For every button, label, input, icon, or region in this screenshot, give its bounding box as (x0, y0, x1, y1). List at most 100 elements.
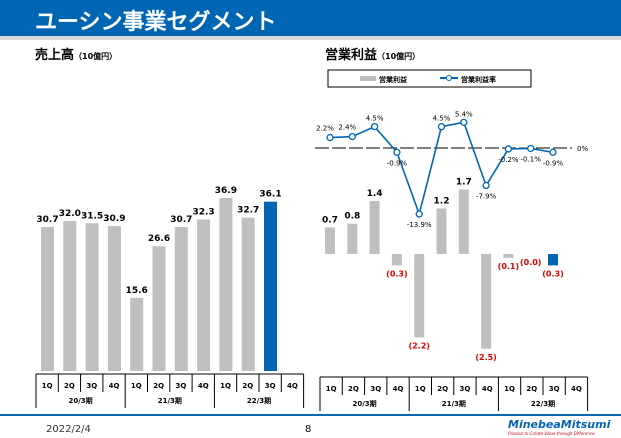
page-title: ユーシン事業セグメント (35, 10, 277, 35)
profit-bar (325, 227, 335, 254)
quarter-label: 3Q (460, 385, 471, 393)
period-label: 20/3期 (69, 396, 93, 405)
profit-data-label: (0.0) (520, 258, 541, 267)
profit-bar (436, 208, 447, 254)
profit-unit: （10億円） (377, 52, 421, 61)
sales-title: 売上高 (35, 48, 75, 63)
profit-chart-title: 営業利益（10億円） (325, 44, 420, 63)
sales-data-label: 31.5 (81, 211, 103, 221)
sales-data-label: 36.1 (259, 190, 281, 200)
header-bar: ユーシン事業セグメント (0, 0, 621, 36)
rate-data-label: -0.1% (521, 155, 542, 163)
quarter-label: 4Q (109, 382, 120, 390)
sales-data-label: 32.3 (192, 208, 214, 218)
rate-marker (415, 210, 423, 218)
rate-data-label: -0.9% (543, 159, 564, 167)
rate-marker (549, 148, 557, 156)
header-stripe (0, 36, 621, 40)
period-label: 22/3期 (247, 396, 271, 405)
rate-marker (348, 132, 356, 141)
rate-marker (504, 145, 513, 153)
sales-bar (174, 227, 188, 371)
period-label: 22/3期 (531, 399, 555, 408)
quarter-label: 4Q (198, 382, 209, 390)
legend-line-label: 営業利益率 (461, 75, 496, 84)
profit-bar (369, 200, 380, 254)
quarter-label: 2Q (526, 385, 537, 393)
rate-marker (393, 148, 401, 156)
quarter-label: 2Q (242, 382, 253, 390)
sales-data-label: 32.7 (237, 206, 259, 216)
quarter-label: 2Q (437, 385, 448, 393)
rate-data-label: 4.5% (366, 115, 384, 123)
profit-bar (503, 254, 514, 258)
rate-data-label: -0.9% (387, 159, 408, 167)
profit-data-label: (0.3) (542, 269, 563, 278)
profit-bar (347, 223, 358, 254)
profit-title: 営業利益 (325, 48, 378, 63)
quarter-label: 4Q (287, 382, 298, 390)
quarter-label: 1Q (504, 385, 515, 393)
period-label: 21/3期 (442, 399, 466, 408)
sales-bar (219, 197, 233, 371)
profit-bar (391, 254, 402, 266)
quarter-label: 4Q (393, 385, 404, 393)
quarter-label: 3Q (265, 382, 276, 390)
quarter-label: 1Q (220, 382, 231, 390)
rate-data-label: 5.4% (455, 110, 473, 118)
sales-data-label: 36.9 (215, 186, 237, 196)
legend-box (327, 69, 532, 88)
quarter-label: 3Q (370, 385, 381, 393)
profit-data-label: 1.4 (367, 189, 383, 199)
sales-bar (85, 223, 99, 371)
sales-data-label: 15.6 (126, 286, 148, 296)
quarter-label: 1Q (131, 382, 142, 390)
rate-marker (482, 181, 490, 190)
sales-bar (197, 219, 211, 371)
sales-bar (63, 220, 77, 371)
profit-data-label: (2.2) (408, 341, 429, 350)
quarter-label: 1Q (415, 385, 426, 393)
zero-label: 0% (577, 145, 588, 153)
profit-data-label: (0.3) (386, 269, 407, 278)
quarter-label: 4Q (482, 385, 493, 393)
logo-tagline: Passion to Create Value through Differen… (508, 431, 595, 436)
quarter-label: 2Q (348, 385, 359, 393)
rate-marker (326, 133, 334, 142)
sales-data-label: 26.6 (148, 234, 170, 244)
profit-data-label: 0.8 (344, 212, 360, 222)
profit-bar (458, 189, 469, 254)
sales-data-label: 32.0 (59, 209, 81, 219)
sales-bar (241, 217, 255, 371)
rate-data-label: 4.5% (433, 115, 451, 123)
rate-data-label: 2.2% (316, 125, 334, 133)
rate-data-label: -0.2% (498, 156, 519, 164)
footer-line (0, 414, 621, 416)
legend-bar-label: 営業利益 (379, 75, 407, 84)
rate-data-label: -7.9% (476, 193, 497, 201)
profit-data-label: (2.5) (475, 353, 496, 362)
quarter-label: 1Q (326, 385, 337, 393)
quarter-label: 1Q (42, 382, 53, 390)
footer-date: 2022/2/4 (46, 424, 91, 435)
rate-marker (527, 144, 535, 153)
rate-data-label: -13.9% (407, 221, 432, 229)
legend-bar-swatch (360, 76, 376, 81)
page-number: 8 (305, 424, 312, 435)
period-label: 20/3期 (353, 399, 377, 408)
profit-bar (548, 254, 558, 266)
profit-bar (414, 254, 425, 338)
company-logo: MinebeaMitsumi (508, 418, 611, 431)
quarter-label: 3Q (176, 382, 187, 390)
sales-data-label: 30.7 (170, 215, 192, 225)
profit-data-label: 1.7 (456, 178, 472, 188)
rate-marker (460, 118, 468, 126)
rate-data-label: 2.4% (338, 124, 356, 132)
rate-marker (437, 122, 446, 131)
rate-marker (370, 122, 379, 131)
quarter-label: 4Q (571, 385, 582, 393)
period-label: 21/3期 (158, 396, 182, 405)
quarter-label: 3Q (86, 382, 97, 390)
quarter-label: 2Q (153, 382, 164, 390)
